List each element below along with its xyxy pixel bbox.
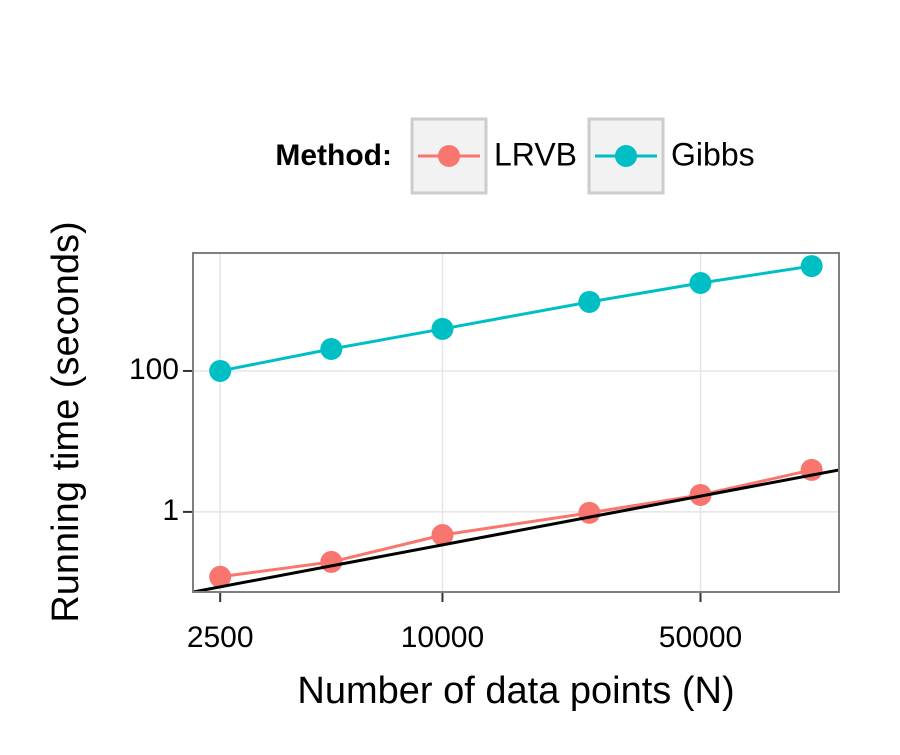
y-tick-label: 100 — [129, 353, 179, 386]
legend-title: Method: — [275, 139, 392, 172]
point — [209, 565, 232, 588]
point — [431, 524, 454, 547]
plot-background — [193, 253, 839, 592]
series-line — [219, 468, 812, 579]
legend-label: LRVB — [494, 136, 577, 172]
x-tick-label: 10000 — [401, 621, 484, 654]
x-axis-label: Number of data points (N) — [297, 670, 734, 712]
point — [209, 359, 232, 382]
point — [431, 317, 454, 340]
point — [800, 255, 823, 278]
y-tick-label: 1 — [162, 494, 179, 527]
x-tick-label: 50000 — [659, 621, 742, 654]
point — [320, 337, 343, 360]
point — [320, 550, 343, 573]
plot-border — [192, 252, 840, 593]
y-axis-label: Running time (seconds) — [45, 221, 87, 622]
x-tick-label: 2500 — [187, 621, 254, 654]
reference-line — [193, 468, 839, 592]
point — [578, 501, 601, 524]
legend-point — [615, 145, 638, 167]
series-line — [219, 264, 812, 373]
legend-label: Gibbs — [671, 136, 755, 172]
point — [578, 290, 601, 313]
legend-point — [438, 145, 460, 167]
point — [689, 272, 712, 295]
